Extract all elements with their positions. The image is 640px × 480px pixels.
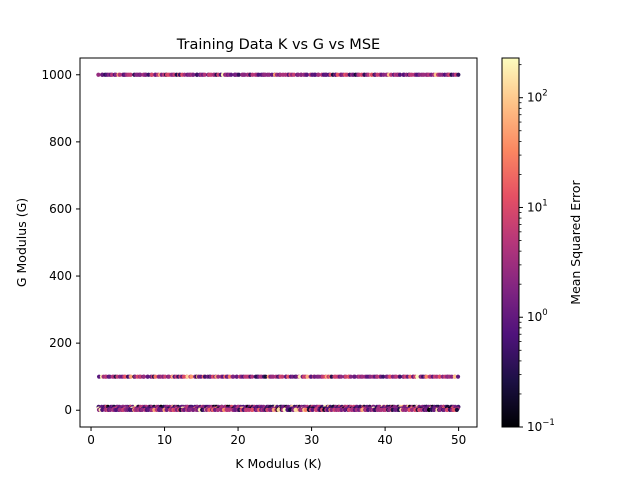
- y-tick-label: 1000: [41, 68, 72, 82]
- y-tick-label: 0: [64, 403, 72, 417]
- scatter-point: [164, 407, 169, 412]
- scatter-points: [96, 72, 461, 412]
- scatter-point: [242, 72, 247, 77]
- scatter-point: [117, 72, 122, 77]
- scatter-point: [140, 407, 145, 412]
- scatter-point: [215, 407, 221, 412]
- scatter-point: [108, 407, 113, 412]
- scatter-point: [454, 407, 459, 412]
- scatter-point: [452, 374, 458, 379]
- scatter-point: [128, 72, 133, 77]
- scatter-point: [304, 72, 310, 77]
- scatter-point: [415, 374, 420, 379]
- y-axis: 0 200 400 600 800 1000: [41, 68, 80, 417]
- scatter-point: [293, 407, 298, 412]
- scatter-point: [149, 72, 155, 77]
- colorbar-label: Mean Squared Error: [568, 179, 583, 304]
- scatter-point: [352, 374, 357, 379]
- scatter-point: [163, 374, 168, 379]
- scatter-point: [381, 374, 386, 379]
- scatter-point: [424, 374, 429, 379]
- x-tick-label: 40: [377, 433, 392, 447]
- scatter-point: [250, 72, 255, 77]
- x-tick-label: 50: [451, 433, 466, 447]
- scatter-point: [339, 374, 344, 379]
- colorbar-tick-label: 10−1: [527, 418, 555, 434]
- x-tick-label: 10: [157, 433, 172, 447]
- scatter-point: [229, 72, 234, 77]
- scatter-point: [234, 374, 239, 379]
- scatter-point: [185, 374, 190, 379]
- scatter-point: [202, 72, 207, 77]
- scatter-point: [96, 72, 101, 77]
- scatter-point: [181, 374, 186, 379]
- scatter-point: [153, 374, 158, 379]
- plot-frame: [79, 57, 478, 428]
- scatter-point: [236, 72, 241, 77]
- scatter-point: [141, 374, 147, 379]
- scatter-point: [408, 374, 413, 379]
- colorbar: [501, 57, 520, 428]
- y-axis-label: G Modulus (G): [14, 198, 29, 287]
- scatter-point: [397, 374, 403, 379]
- scatter-point: [437, 374, 442, 379]
- scatter-point: [343, 407, 348, 412]
- scatter-point: [409, 407, 415, 412]
- y-tick-label: 800: [49, 135, 72, 149]
- scatter-point: [216, 374, 221, 379]
- scatter-point: [276, 407, 281, 412]
- scatter-point: [187, 407, 192, 412]
- scatter-point: [348, 374, 353, 379]
- scatter-point: [305, 374, 310, 379]
- x-tick-label: 20: [230, 433, 245, 447]
- y-tick-label: 200: [49, 336, 72, 350]
- scatter-point: [166, 374, 172, 379]
- scatter-point: [303, 407, 308, 412]
- scatter-point: [449, 374, 454, 379]
- scatter-point: [431, 407, 437, 412]
- scatter-point: [437, 407, 443, 412]
- scatter-point: [455, 374, 461, 379]
- scatter-point: [263, 374, 268, 379]
- scatter-point: [189, 374, 194, 379]
- scatter-point: [250, 407, 255, 412]
- scatter-point: [96, 374, 102, 379]
- colorbar-tick-label: 101: [527, 198, 548, 214]
- y-tick-label: 400: [49, 269, 72, 283]
- scatter-point: [282, 407, 287, 412]
- scatter-point: [316, 72, 321, 77]
- colorbar-tick-label: 100: [527, 308, 548, 324]
- colorbar-tick-label: 102: [527, 89, 548, 105]
- scatter-point: [280, 374, 285, 379]
- y-tick-label: 600: [49, 202, 72, 216]
- scatter-point: [456, 72, 461, 77]
- scatter-point: [231, 374, 236, 379]
- scatter-point: [250, 374, 255, 379]
- scatter-point: [291, 72, 297, 77]
- scatter-point: [191, 407, 196, 412]
- colorbar-axis: 10−1 100 101 102: [519, 64, 555, 434]
- x-tick-label: 30: [304, 433, 319, 447]
- scatter-point: [397, 72, 403, 77]
- scatter-point: [100, 407, 105, 412]
- scatter-point: [128, 374, 134, 379]
- scatter-point: [403, 407, 408, 412]
- scatter-point: [339, 407, 344, 412]
- chart-title: Training Data K vs G vs MSE: [176, 37, 380, 53]
- x-axis-label: K Modulus (K): [235, 456, 321, 471]
- x-tick-label: 0: [87, 433, 95, 447]
- scatter-point: [191, 72, 196, 77]
- scatter-point: [145, 374, 150, 379]
- scatter-point: [138, 72, 143, 77]
- scatter-point: [227, 407, 232, 412]
- scatter-point: [288, 407, 293, 412]
- scatter-point: [310, 407, 315, 412]
- x-axis: 0 10 20 30 40 50: [87, 427, 466, 447]
